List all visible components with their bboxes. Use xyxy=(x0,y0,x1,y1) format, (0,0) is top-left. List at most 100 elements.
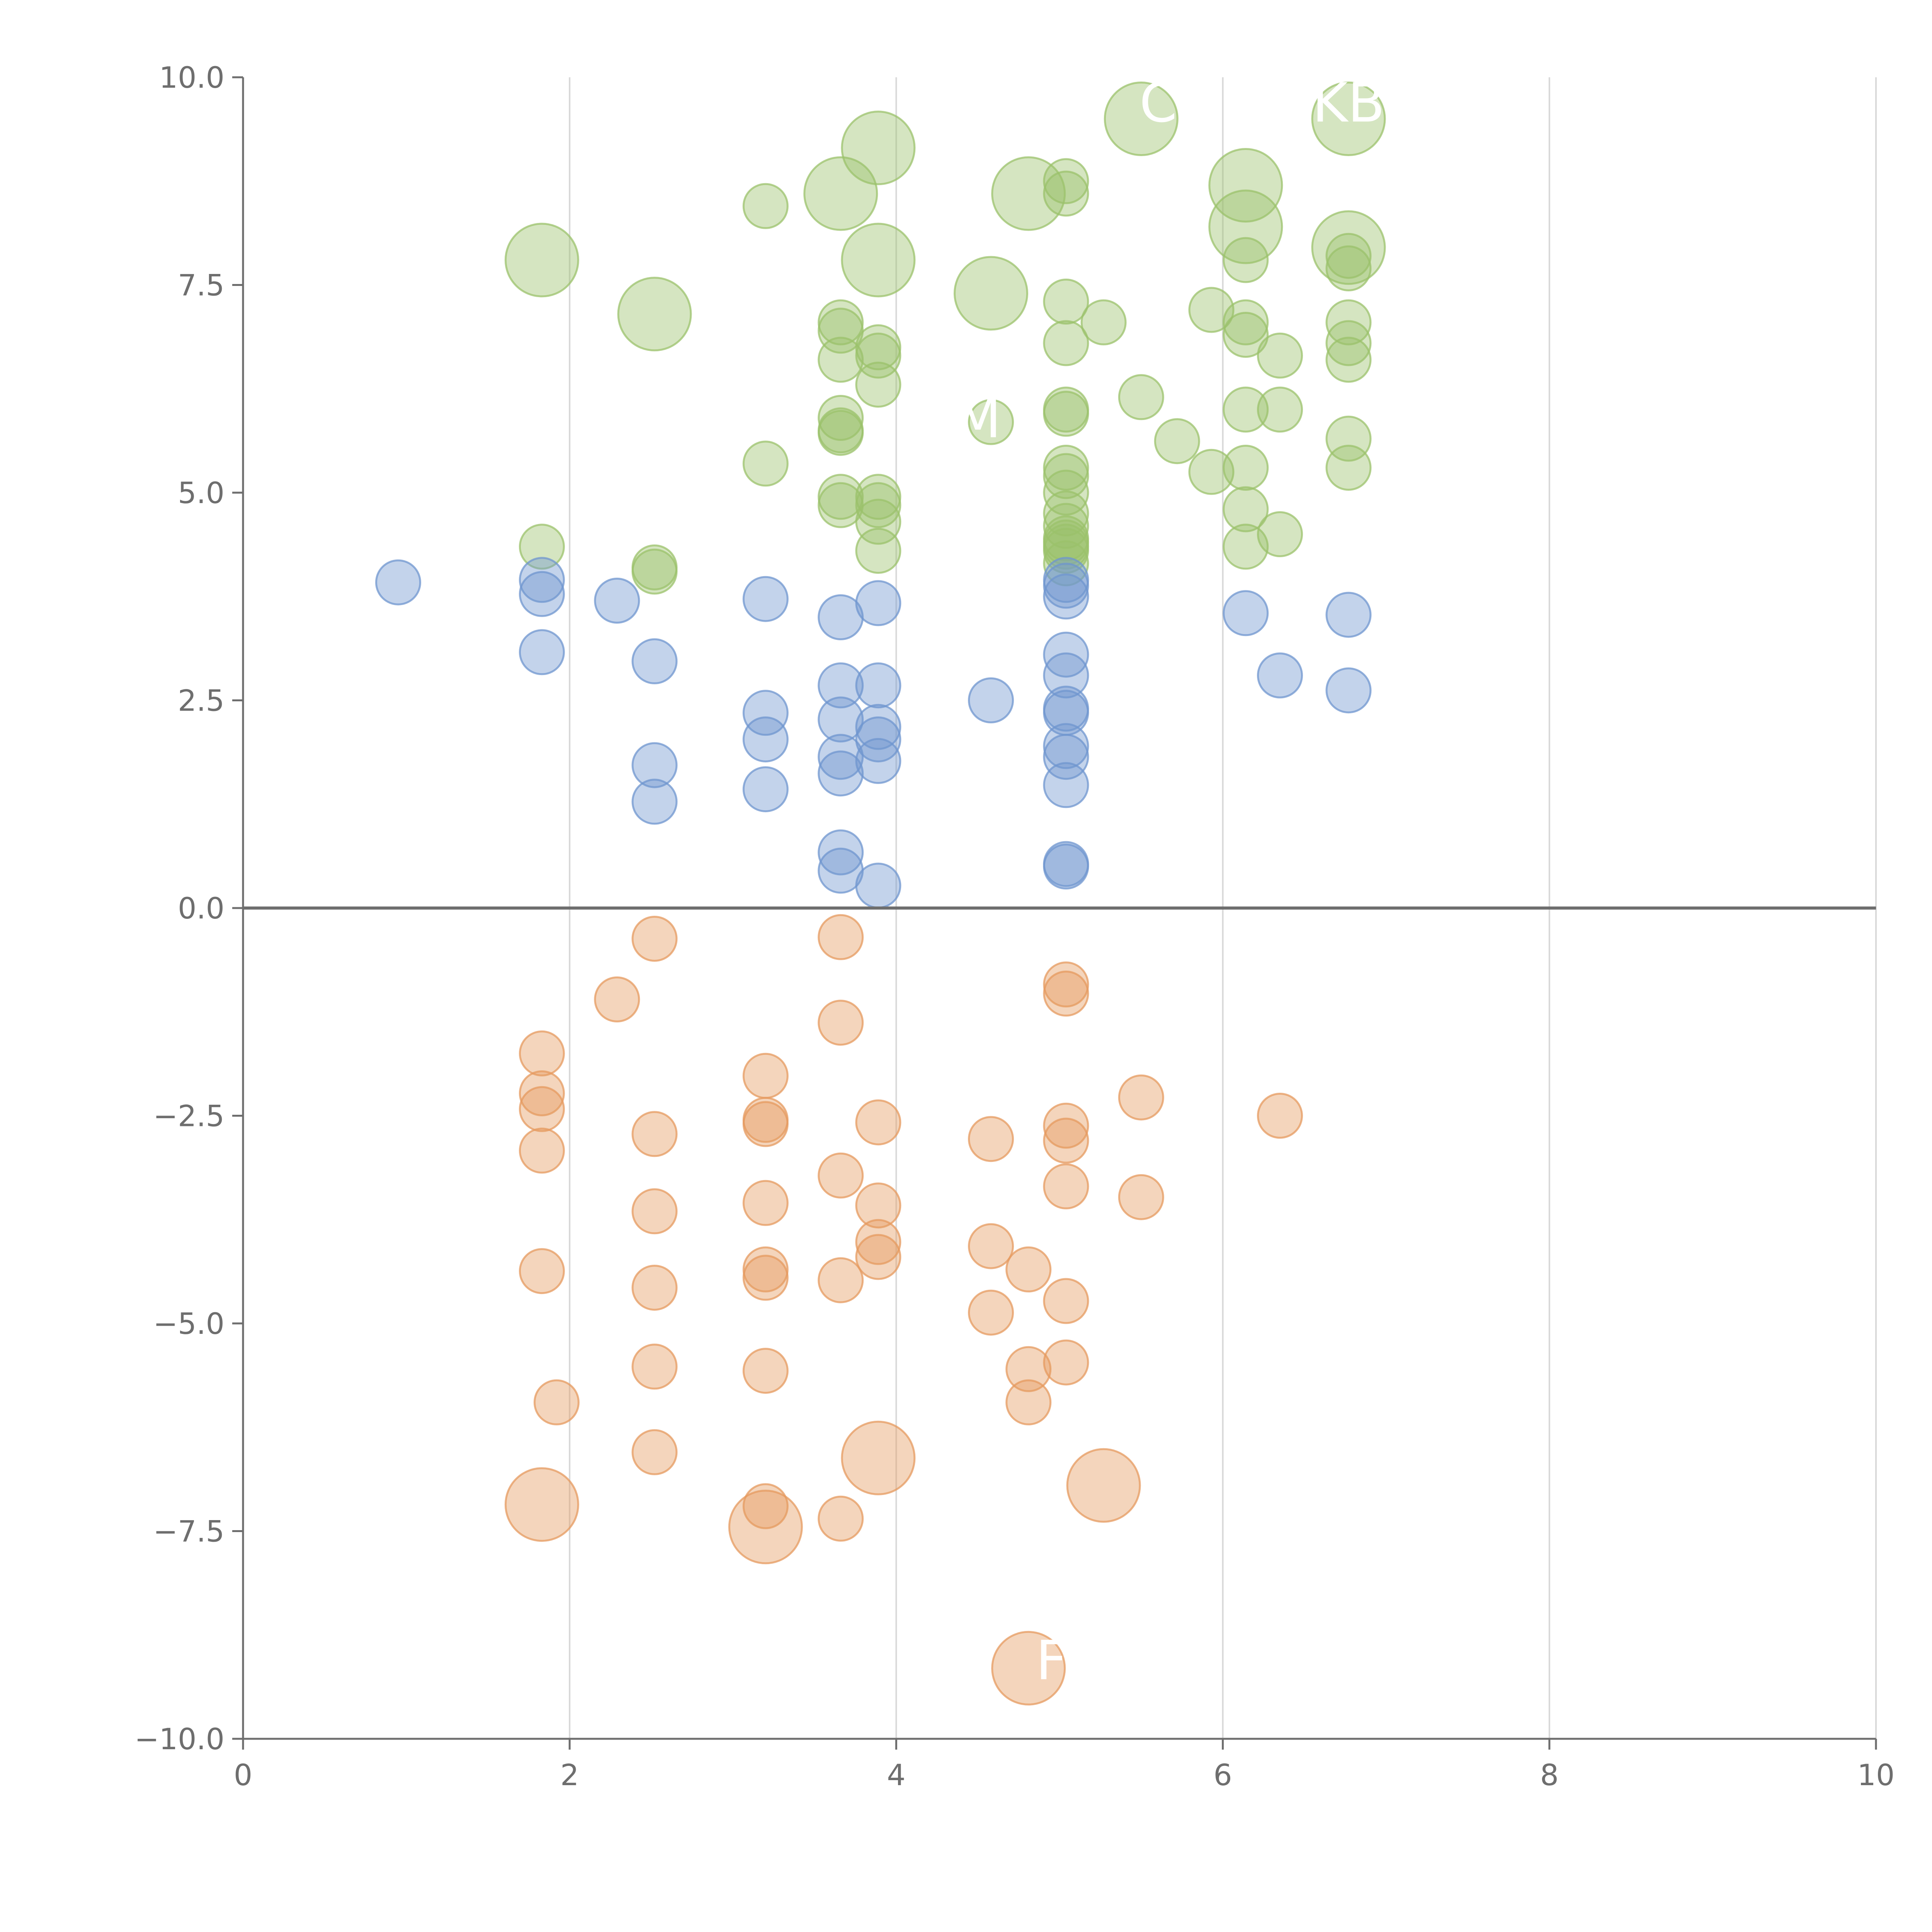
point-label: KB xyxy=(1312,72,1385,135)
orange-bubble xyxy=(631,1265,678,1311)
green-bubble xyxy=(1080,299,1127,345)
orange-bubble xyxy=(519,1070,565,1116)
orange-bubble xyxy=(742,1483,789,1529)
orange-bubble xyxy=(533,1379,580,1425)
blue-bubble xyxy=(375,559,421,605)
green-bubble xyxy=(1188,287,1235,333)
orange-bubble xyxy=(519,1030,565,1077)
blue-bubble xyxy=(742,576,789,622)
orange-bubble xyxy=(519,1086,565,1132)
orange-bubble xyxy=(742,1053,789,1099)
green-bubble xyxy=(631,548,678,595)
green-bubble xyxy=(1311,82,1386,156)
blue-bubble xyxy=(818,696,864,743)
green-bubble xyxy=(1223,524,1269,570)
orange-bubble xyxy=(855,1234,901,1280)
orange-bubble xyxy=(1005,1346,1052,1392)
y-tick-label: 2.5 xyxy=(178,684,224,718)
x-tick-label: 6 xyxy=(1213,1758,1232,1792)
orange-bubble xyxy=(818,914,864,960)
y-tick-label: −5.0 xyxy=(153,1306,224,1341)
blue-bubble xyxy=(1257,652,1303,699)
green-bubble xyxy=(1043,391,1089,437)
green-bubble xyxy=(1104,82,1179,156)
blue-bubble xyxy=(855,580,901,626)
green-bubble xyxy=(1325,445,1372,491)
green-bubble xyxy=(1223,237,1269,283)
blue-bubble xyxy=(818,734,864,780)
x-tick-label: 2 xyxy=(560,1758,579,1792)
green-bubble xyxy=(1043,453,1089,499)
green-bubble xyxy=(1043,503,1089,549)
blue-bubble xyxy=(818,750,864,797)
orange-bubble xyxy=(1005,1379,1052,1425)
orange-bubble xyxy=(631,1111,678,1157)
orange-bubble xyxy=(1066,1448,1141,1523)
orange-bubble xyxy=(594,976,640,1022)
green-bubble xyxy=(855,362,901,408)
green-bubble xyxy=(1223,486,1269,532)
blue-bubble xyxy=(818,829,864,876)
orange-bubble xyxy=(968,1116,1014,1162)
green-bubble xyxy=(742,183,789,229)
orange-bubble xyxy=(1005,1246,1052,1293)
orange-bubble xyxy=(1043,1278,1089,1324)
y-tick-label: −7.5 xyxy=(153,1514,224,1549)
green-bubble xyxy=(841,111,916,185)
green-bubble xyxy=(818,337,864,383)
green-bubble xyxy=(1257,386,1303,433)
orange-bubble xyxy=(841,1420,916,1495)
x-tick-label: 4 xyxy=(887,1758,905,1792)
orange-bubble xyxy=(1043,1102,1089,1149)
blue-bubble xyxy=(519,557,565,603)
blue-bubble xyxy=(594,578,640,624)
green-bubble xyxy=(818,395,864,441)
orange-bubble xyxy=(742,1348,789,1394)
green-bubble xyxy=(617,277,692,352)
orange-bubble xyxy=(1043,1117,1089,1164)
bubble-layer xyxy=(375,82,1386,1706)
orange-bubble xyxy=(855,1182,901,1229)
y-tick-label: 10.0 xyxy=(159,60,224,95)
green-bubble xyxy=(1223,312,1269,358)
orange-bubble xyxy=(818,1152,864,1199)
blue-bubble xyxy=(855,862,901,909)
blue-bubble xyxy=(1043,573,1089,620)
orange-bubble xyxy=(742,1255,789,1301)
blue-bubble xyxy=(742,766,789,813)
green-bubble xyxy=(1223,299,1269,345)
blue-bubble xyxy=(818,594,864,640)
blue-bubble xyxy=(1325,667,1372,714)
blue-bubble xyxy=(1043,652,1089,699)
green-bubble xyxy=(1188,449,1235,495)
orange-bubble xyxy=(968,1223,1014,1269)
orange-bubble xyxy=(1257,1093,1303,1139)
point-labels: CR KB M E F xyxy=(954,72,1385,1692)
blue-bubble xyxy=(855,662,901,709)
blue-bubble xyxy=(855,704,901,750)
blue-bubble xyxy=(1043,631,1089,678)
y-tick-label: 0.0 xyxy=(178,891,224,925)
green-bubble xyxy=(818,410,864,456)
blue-bubble xyxy=(631,779,678,825)
green-bubble xyxy=(519,524,565,570)
x-tick-label: 0 xyxy=(234,1758,252,1792)
point-label: F xyxy=(1036,1629,1067,1692)
orange-bubble xyxy=(519,1128,565,1174)
orange-bubble xyxy=(855,1219,901,1265)
green-bubble xyxy=(1257,332,1303,379)
green-bubble xyxy=(803,156,878,231)
green-bubble xyxy=(742,440,789,487)
orange-bubble xyxy=(1043,1163,1089,1209)
green-bubble xyxy=(1154,418,1200,464)
orange-bubble xyxy=(631,1344,678,1390)
green-bubble xyxy=(1223,445,1269,491)
blue-bubble xyxy=(968,677,1014,723)
orange-bubble xyxy=(631,916,678,962)
green-bubble xyxy=(1043,279,1089,325)
blue-bubble xyxy=(855,738,901,784)
green-bubble xyxy=(1118,374,1164,420)
orange-bubble xyxy=(728,1490,803,1565)
green-bubble xyxy=(1223,386,1269,433)
